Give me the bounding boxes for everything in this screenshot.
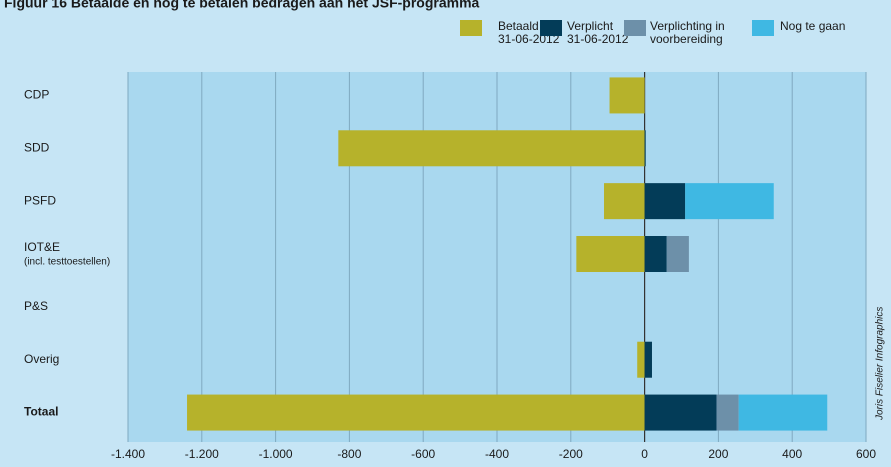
x-tick-label: -400 bbox=[485, 447, 509, 461]
bar-segment bbox=[576, 236, 645, 272]
y-tick-label: P&S bbox=[24, 299, 48, 313]
bar-segment bbox=[644, 236, 667, 272]
bar-segment bbox=[187, 394, 645, 431]
legend-swatch bbox=[752, 20, 774, 36]
credit: Joris Fiselier Infographics bbox=[875, 307, 886, 421]
y-tick-label: SDD bbox=[24, 140, 50, 154]
x-tick-label: 400 bbox=[782, 447, 802, 461]
legend-swatch bbox=[624, 20, 646, 36]
x-tick-label: -800 bbox=[337, 447, 361, 461]
bar-segment bbox=[644, 130, 646, 167]
legend-swatch bbox=[460, 20, 482, 36]
y-tick-label: Overig bbox=[24, 352, 59, 366]
legend-swatch bbox=[540, 20, 562, 36]
x-tick-label: 200 bbox=[708, 447, 728, 461]
bar-segment bbox=[644, 183, 686, 220]
x-tick-label: -600 bbox=[411, 447, 435, 461]
x-tick-label: 0 bbox=[641, 447, 648, 461]
legend-label: Verplichting in voorbereiding bbox=[650, 19, 725, 46]
legend-label: Nog te gaan bbox=[780, 19, 846, 33]
annotation: (incl. testtoestellen) bbox=[24, 257, 110, 268]
x-tick-label: -200 bbox=[559, 447, 583, 461]
x-tick-label: -1.000 bbox=[259, 447, 293, 461]
x-tick-label: -1.400 bbox=[111, 447, 145, 461]
bar-segment bbox=[738, 394, 828, 431]
x-tick-label: -1.200 bbox=[185, 447, 219, 461]
bar-segment bbox=[637, 341, 645, 378]
bar-segment bbox=[644, 341, 652, 378]
bar-segment bbox=[609, 77, 645, 114]
legend-label: Verplicht 31-06-2012 bbox=[567, 19, 629, 46]
y-tick-label: Totaal bbox=[24, 405, 58, 419]
bar-segment bbox=[716, 394, 739, 431]
bar-segment bbox=[685, 183, 774, 220]
bar-segment bbox=[644, 394, 717, 431]
y-tick-label: IOT&E bbox=[24, 240, 60, 254]
x-tick-label: 600 bbox=[856, 447, 876, 461]
bar-segment bbox=[338, 130, 645, 167]
y-tick-label: PSFD bbox=[24, 193, 56, 207]
bar-segment bbox=[604, 183, 645, 220]
bar-segment bbox=[666, 236, 689, 272]
y-tick-label: CDP bbox=[24, 88, 49, 102]
chart-title: Figuur 16 Betaalde en nog te betalen bed… bbox=[4, 0, 480, 11]
